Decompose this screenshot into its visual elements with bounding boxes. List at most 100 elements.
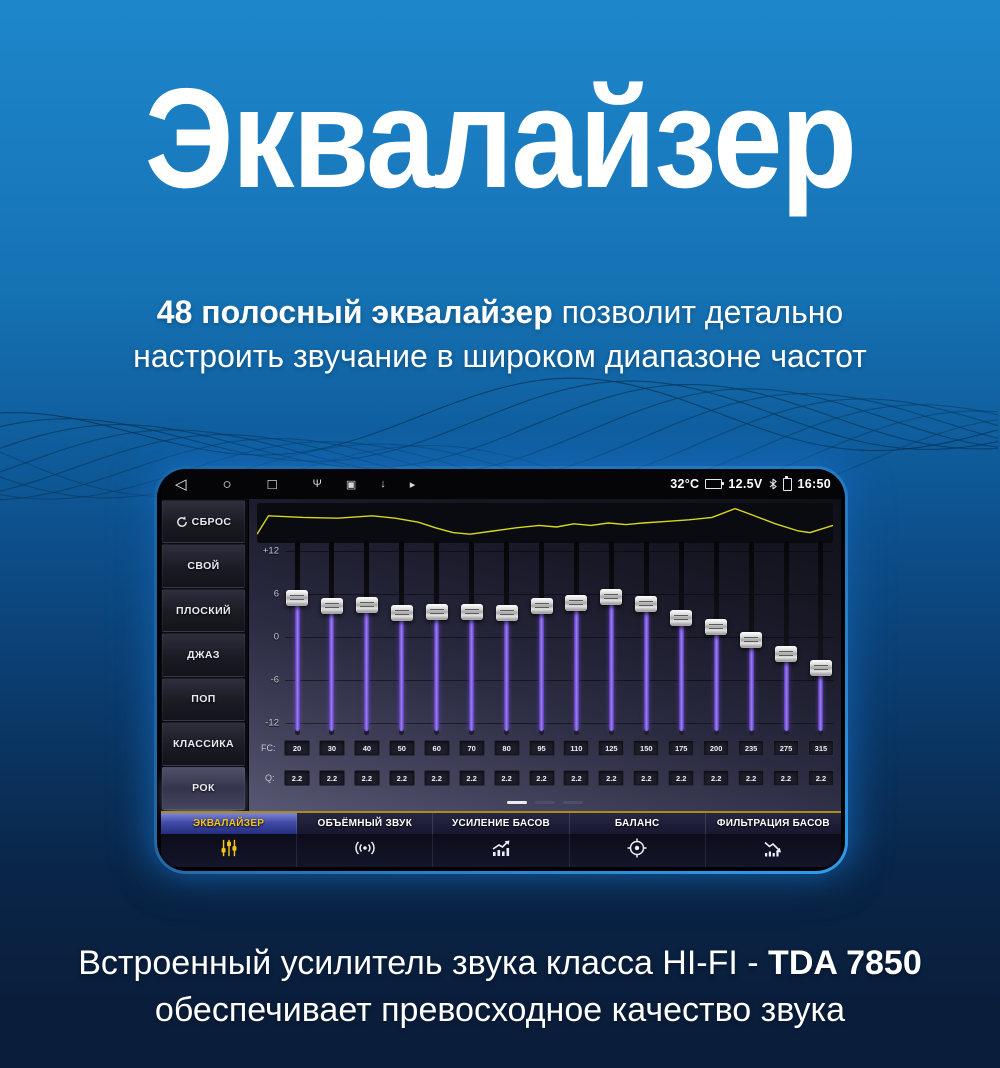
q-value-box[interactable]: 2.2 bbox=[458, 770, 485, 786]
tab-bass-filter[interactable]: ФИЛЬТРАЦИЯ БАСОВ bbox=[706, 813, 841, 834]
tab-equalizer-sliders[interactable]: ЭКВАЛАЙЗЕР bbox=[161, 813, 298, 834]
fc-value-box[interactable]: 30 bbox=[318, 740, 345, 756]
q-value-box[interactable]: 2.2 bbox=[633, 770, 660, 786]
eq-slider-knob[interactable] bbox=[670, 610, 693, 627]
usb-icon[interactable]: Ψ bbox=[312, 478, 322, 490]
subtitle-rest-text: позволит детально bbox=[552, 294, 844, 330]
eq-slider-knob[interactable] bbox=[425, 603, 448, 620]
preset-button[interactable]: КЛАССИКА bbox=[162, 722, 245, 766]
preset-button[interactable]: ПЛОСКИЙ bbox=[162, 588, 245, 633]
fc-value-box[interactable]: 110 bbox=[563, 740, 590, 756]
eq-slider-knob[interactable] bbox=[775, 645, 798, 662]
q-value-box[interactable]: 2.2 bbox=[703, 770, 730, 786]
battery-icon bbox=[782, 475, 792, 491]
eq-slider-knob[interactable] bbox=[286, 590, 308, 607]
eq-slider-track[interactable] bbox=[783, 541, 789, 735]
balance-target-icon bbox=[626, 837, 648, 864]
q-value-box[interactable]: 2.2 bbox=[388, 770, 415, 786]
eq-slider-knob[interactable] bbox=[495, 604, 518, 621]
status-bar-left: ◁ ○ □ Ψ ▣ ↓ ▸ bbox=[175, 475, 439, 494]
wave-line bbox=[0, 377, 999, 456]
q-value-box[interactable]: 2.2 bbox=[528, 770, 555, 786]
preset-button[interactable]: СВОЙ bbox=[162, 544, 245, 588]
fc-value-box[interactable]: 200 bbox=[703, 740, 730, 756]
fc-value-box[interactable]: 70 bbox=[458, 740, 485, 756]
eq-slider-knob[interactable] bbox=[809, 659, 832, 676]
eq-slider-fill bbox=[364, 609, 370, 731]
temperature-value: 32°C bbox=[670, 477, 700, 491]
eq-slider-fill bbox=[539, 611, 544, 731]
tab-icon-cell[interactable] bbox=[570, 834, 706, 867]
tab-icon-cell[interactable] bbox=[706, 834, 841, 867]
fc-value-box[interactable]: 315 bbox=[807, 740, 834, 756]
eq-response-curve bbox=[257, 503, 833, 543]
fc-value-box[interactable]: 20 bbox=[284, 740, 310, 756]
tab-icon-cell[interactable] bbox=[433, 834, 570, 867]
fc-value-box[interactable]: 275 bbox=[773, 740, 800, 756]
device-display: ◁ ○ □ Ψ ▣ ↓ ▸ 32°C 12.5V 16:50 СБРОС СВОЙ ПЛОСКИ… bbox=[157, 469, 845, 871]
eq-slider-knob[interactable] bbox=[460, 603, 483, 620]
q-value-box[interactable]: 2.2 bbox=[668, 770, 695, 786]
home-icon[interactable]: ○ bbox=[222, 475, 232, 493]
fc-value-box[interactable]: 150 bbox=[633, 740, 660, 756]
q-value-box[interactable]: 2.2 bbox=[563, 770, 590, 786]
tab-balance-target[interactable]: БАЛАНС bbox=[570, 813, 706, 834]
preset-button[interactable]: ПОП bbox=[162, 677, 245, 722]
eq-gridline bbox=[285, 723, 833, 724]
eq-gridline bbox=[285, 551, 833, 552]
voltage-value: 12.5V bbox=[728, 477, 763, 491]
eq-slider-knob[interactable] bbox=[530, 598, 553, 615]
eq-slider-knob[interactable] bbox=[355, 596, 378, 613]
eq-slider-knob[interactable] bbox=[390, 605, 413, 622]
preset-button[interactable]: ДЖАЗ bbox=[162, 633, 245, 677]
tab-icon-cell[interactable] bbox=[161, 834, 298, 867]
tab-label-text: ОБЪЁМНЫЙ ЗВУК bbox=[317, 818, 413, 829]
q-value-box[interactable]: 2.2 bbox=[598, 770, 625, 786]
tab-surround-sound[interactable]: ОБЪЁМНЫЙ ЗВУК bbox=[297, 813, 434, 834]
q-value-box[interactable]: 2.2 bbox=[284, 770, 310, 786]
preset-button[interactable]: РОК bbox=[162, 766, 245, 810]
q-value-box[interactable]: 2.2 bbox=[493, 770, 520, 786]
fc-value-box[interactable]: 60 bbox=[423, 740, 450, 756]
eq-slider-knob[interactable] bbox=[635, 596, 658, 613]
eq-curve-line bbox=[257, 509, 833, 535]
eq-slider-track[interactable] bbox=[818, 541, 824, 735]
eq-gridline bbox=[285, 637, 833, 638]
tab-label-text: ФИЛЬТРАЦИЯ БАСОВ bbox=[716, 818, 830, 829]
fc-value-box[interactable]: 80 bbox=[493, 740, 520, 756]
download-icon[interactable]: ↓ bbox=[380, 478, 386, 490]
sd-card-icon[interactable]: ▣ bbox=[345, 478, 357, 491]
eq-slider-knob[interactable] bbox=[705, 618, 728, 635]
q-value-box[interactable]: 2.2 bbox=[318, 770, 345, 786]
eq-scale-label: -6 bbox=[270, 674, 279, 686]
back-icon[interactable]: ◁ bbox=[175, 476, 187, 493]
eq-scale-label: -12 bbox=[265, 717, 279, 729]
recents-icon[interactable]: □ bbox=[267, 475, 277, 493]
eq-slider-knob[interactable] bbox=[600, 589, 623, 606]
q-row-label: Q: bbox=[265, 773, 275, 783]
footer-line-2: обеспечивает превосходное качество звука bbox=[154, 991, 846, 1029]
fc-value-box[interactable]: 40 bbox=[353, 740, 380, 756]
fc-value-box[interactable]: 175 bbox=[668, 740, 695, 756]
fc-value-box[interactable]: 125 bbox=[598, 740, 625, 756]
q-value-box[interactable]: 2.2 bbox=[738, 770, 765, 786]
tab-bass-boost[interactable]: УСИЛЕНИЕ БАСОВ bbox=[433, 813, 570, 834]
eq-slider-knob[interactable] bbox=[320, 597, 343, 614]
q-value-box[interactable]: 2.2 bbox=[807, 770, 834, 786]
q-value-box[interactable]: 2.2 bbox=[353, 770, 380, 786]
preset-button[interactable]: СБРОС bbox=[162, 500, 245, 544]
fc-value-box[interactable]: 50 bbox=[388, 740, 415, 756]
tab-label-text: УСИЛЕНИЕ БАСОВ bbox=[451, 818, 551, 829]
tab-icon-cell[interactable] bbox=[297, 834, 434, 867]
eq-scale-label: 0 bbox=[273, 631, 279, 643]
cursor-icon[interactable]: ▸ bbox=[409, 478, 416, 491]
eq-slider-knob[interactable] bbox=[740, 631, 763, 648]
eq-slider-knob[interactable] bbox=[565, 594, 588, 611]
bluetooth-icon bbox=[769, 478, 777, 490]
fc-value-box[interactable]: 235 bbox=[738, 740, 765, 756]
q-value-box[interactable]: 2.2 bbox=[773, 770, 800, 786]
fc-value-box[interactable]: 95 bbox=[528, 740, 555, 756]
wave-line bbox=[0, 388, 999, 475]
q-value-box[interactable]: 2.2 bbox=[423, 770, 450, 786]
footer-text: Встроенный усилитель звука класса HI-FI … bbox=[0, 940, 1000, 1034]
